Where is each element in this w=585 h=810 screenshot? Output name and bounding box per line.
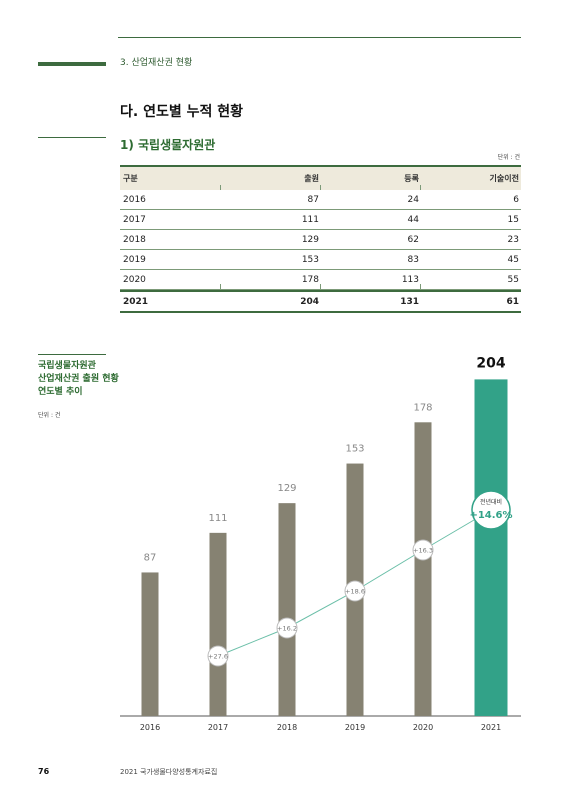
data-table: 구분 출원 등록 기술이전 2016 87 24 6 2017 111 44 1… [120, 165, 521, 313]
cell-transfer: 6 [513, 194, 519, 205]
cell-transfer: 61 [506, 296, 519, 307]
x-tick-label: 2017 [208, 723, 228, 732]
cell-transfer: 45 [507, 254, 519, 265]
x-tick-label: 2019 [345, 723, 365, 732]
footer-title: 2021 국가생물다양성통계자료집 [120, 768, 218, 776]
table-row: 2017 111 44 15 [120, 210, 521, 230]
cell-registered: 113 [401, 274, 419, 285]
bar [474, 379, 508, 716]
chart-title-rule [38, 354, 106, 355]
cell-registered: 62 [407, 234, 419, 245]
cell-filed: 129 [301, 234, 319, 245]
col-header-category: 구분 [123, 174, 138, 183]
col-tick [220, 185, 221, 190]
col-tick [220, 284, 221, 289]
cell-filed: 153 [301, 254, 319, 265]
table-unit: 단위 : 건 [497, 154, 520, 161]
subheading: 1) 국립생물자원관 [120, 138, 216, 152]
cell-transfer: 23 [507, 234, 519, 245]
bar-value-label: 178 [413, 402, 432, 413]
growth-callout-marker [471, 490, 511, 530]
cell-year: 2017 [123, 214, 146, 225]
growth-marker [276, 617, 298, 639]
col-header-transfer: 기술이전 [489, 174, 519, 183]
table-row: 2016 87 24 6 [120, 190, 521, 210]
cell-filed: 111 [301, 214, 319, 225]
col-tick [420, 185, 421, 190]
bar-value-label: 87 [144, 552, 157, 563]
cell-registered: 131 [400, 296, 419, 307]
growth-label: +16.2 [277, 625, 297, 633]
bar [278, 503, 296, 716]
chart-title-line: 산업재산권 출원 현황 [38, 374, 119, 384]
bar [209, 532, 227, 716]
growth-label: +16.3 [413, 547, 433, 555]
growth-label: +27.6 [208, 653, 228, 661]
x-tick-label: 2018 [277, 723, 297, 732]
page-heading: 다. 연도별 누적 현황 [120, 104, 243, 120]
subheading-rule [38, 137, 106, 138]
cell-filed: 87 [307, 194, 319, 205]
table-row: 2019 153 83 45 [120, 250, 521, 270]
growth-label: +14.6% [469, 510, 512, 521]
x-tick-label: 2021 [481, 723, 501, 732]
growth-marker [207, 645, 229, 667]
cell-year: 2019 [123, 254, 146, 265]
col-header-filed: 출원 [304, 174, 319, 183]
chart-unit: 단위 : 건 [38, 412, 61, 419]
table-row: 2018 129 62 23 [120, 230, 521, 250]
cell-year: 2016 [123, 194, 146, 205]
growth-marker [344, 580, 366, 602]
page-number: 76 [38, 767, 50, 776]
chart-title-line: 연도별 추이 [38, 387, 83, 397]
cell-filed: 204 [300, 296, 319, 307]
col-tick [320, 185, 321, 190]
growth-callout-label: 전년대비 [480, 498, 502, 506]
table-row: 2020 178 113 55 [120, 270, 521, 290]
chart-title-line: 국립생물자원관 [38, 361, 96, 371]
section-label: 3. 산업재산권 현황 [120, 58, 193, 68]
x-tick-label: 2016 [140, 723, 160, 732]
bar [414, 422, 432, 716]
bar [141, 572, 159, 716]
cell-registered: 83 [407, 254, 419, 265]
bar-value-label: 204 [476, 355, 505, 371]
bar-value-label: 111 [208, 513, 227, 524]
bar-value-label: 129 [277, 483, 296, 494]
bar-value-label: 153 [345, 444, 364, 455]
top-rule [118, 37, 521, 38]
section-marker [38, 62, 106, 66]
cell-filed: 178 [301, 274, 319, 285]
cell-transfer: 15 [507, 214, 519, 225]
col-header-registered: 등록 [404, 174, 419, 183]
cell-year: 2018 [123, 234, 146, 245]
cell-year: 2021 [123, 296, 149, 307]
table-total-row: 2021 204 131 61 [120, 290, 521, 313]
growth-label: +18.6 [345, 588, 365, 596]
growth-marker [412, 539, 434, 561]
cell-year: 2020 [123, 274, 146, 285]
table-header: 구분 출원 등록 기술이전 [120, 165, 521, 190]
cell-registered: 24 [407, 194, 419, 205]
x-tick-label: 2020 [413, 723, 433, 732]
cell-registered: 44 [407, 214, 419, 225]
cell-transfer: 55 [507, 274, 519, 285]
col-tick [320, 284, 321, 289]
col-tick [420, 284, 421, 289]
